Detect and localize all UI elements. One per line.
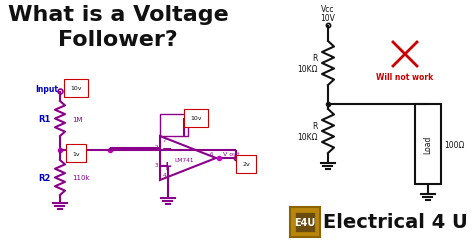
Text: −: − <box>162 142 172 155</box>
Text: 1M: 1M <box>72 116 82 122</box>
Text: V out: V out <box>223 151 240 156</box>
Text: LM741: LM741 <box>174 158 194 163</box>
Text: Vcc: Vcc <box>321 5 335 14</box>
Text: 2: 2 <box>154 145 158 149</box>
Text: 2v: 2v <box>242 162 250 167</box>
FancyBboxPatch shape <box>415 105 441 184</box>
Text: 100Ω: 100Ω <box>444 140 465 149</box>
Text: R1: R1 <box>38 115 50 123</box>
FancyBboxPatch shape <box>295 212 315 232</box>
Text: 7: 7 <box>162 137 166 142</box>
Text: 6: 6 <box>209 151 213 156</box>
FancyBboxPatch shape <box>290 207 320 237</box>
Text: 110k: 110k <box>72 175 90 181</box>
Text: R2: R2 <box>38 173 50 182</box>
Text: E4U: E4U <box>294 217 316 227</box>
Text: 10V: 10V <box>320 14 336 23</box>
Text: +: + <box>162 160 173 173</box>
Text: 4: 4 <box>162 172 166 177</box>
Text: What is a Voltage: What is a Voltage <box>8 5 228 25</box>
Text: Will not work: Will not work <box>376 73 434 82</box>
Text: 3: 3 <box>154 162 158 167</box>
Text: R
10KΩ: R 10KΩ <box>298 122 318 141</box>
Text: Load: Load <box>423 135 432 153</box>
Text: Input: Input <box>35 84 58 93</box>
Text: Electrical 4 U: Electrical 4 U <box>323 213 468 232</box>
Text: 10v: 10v <box>70 86 82 91</box>
Text: 10v: 10v <box>190 116 202 121</box>
Text: Follower?: Follower? <box>58 30 178 50</box>
Text: 1v: 1v <box>72 151 80 156</box>
Text: R
10KΩ: R 10KΩ <box>298 54 318 73</box>
